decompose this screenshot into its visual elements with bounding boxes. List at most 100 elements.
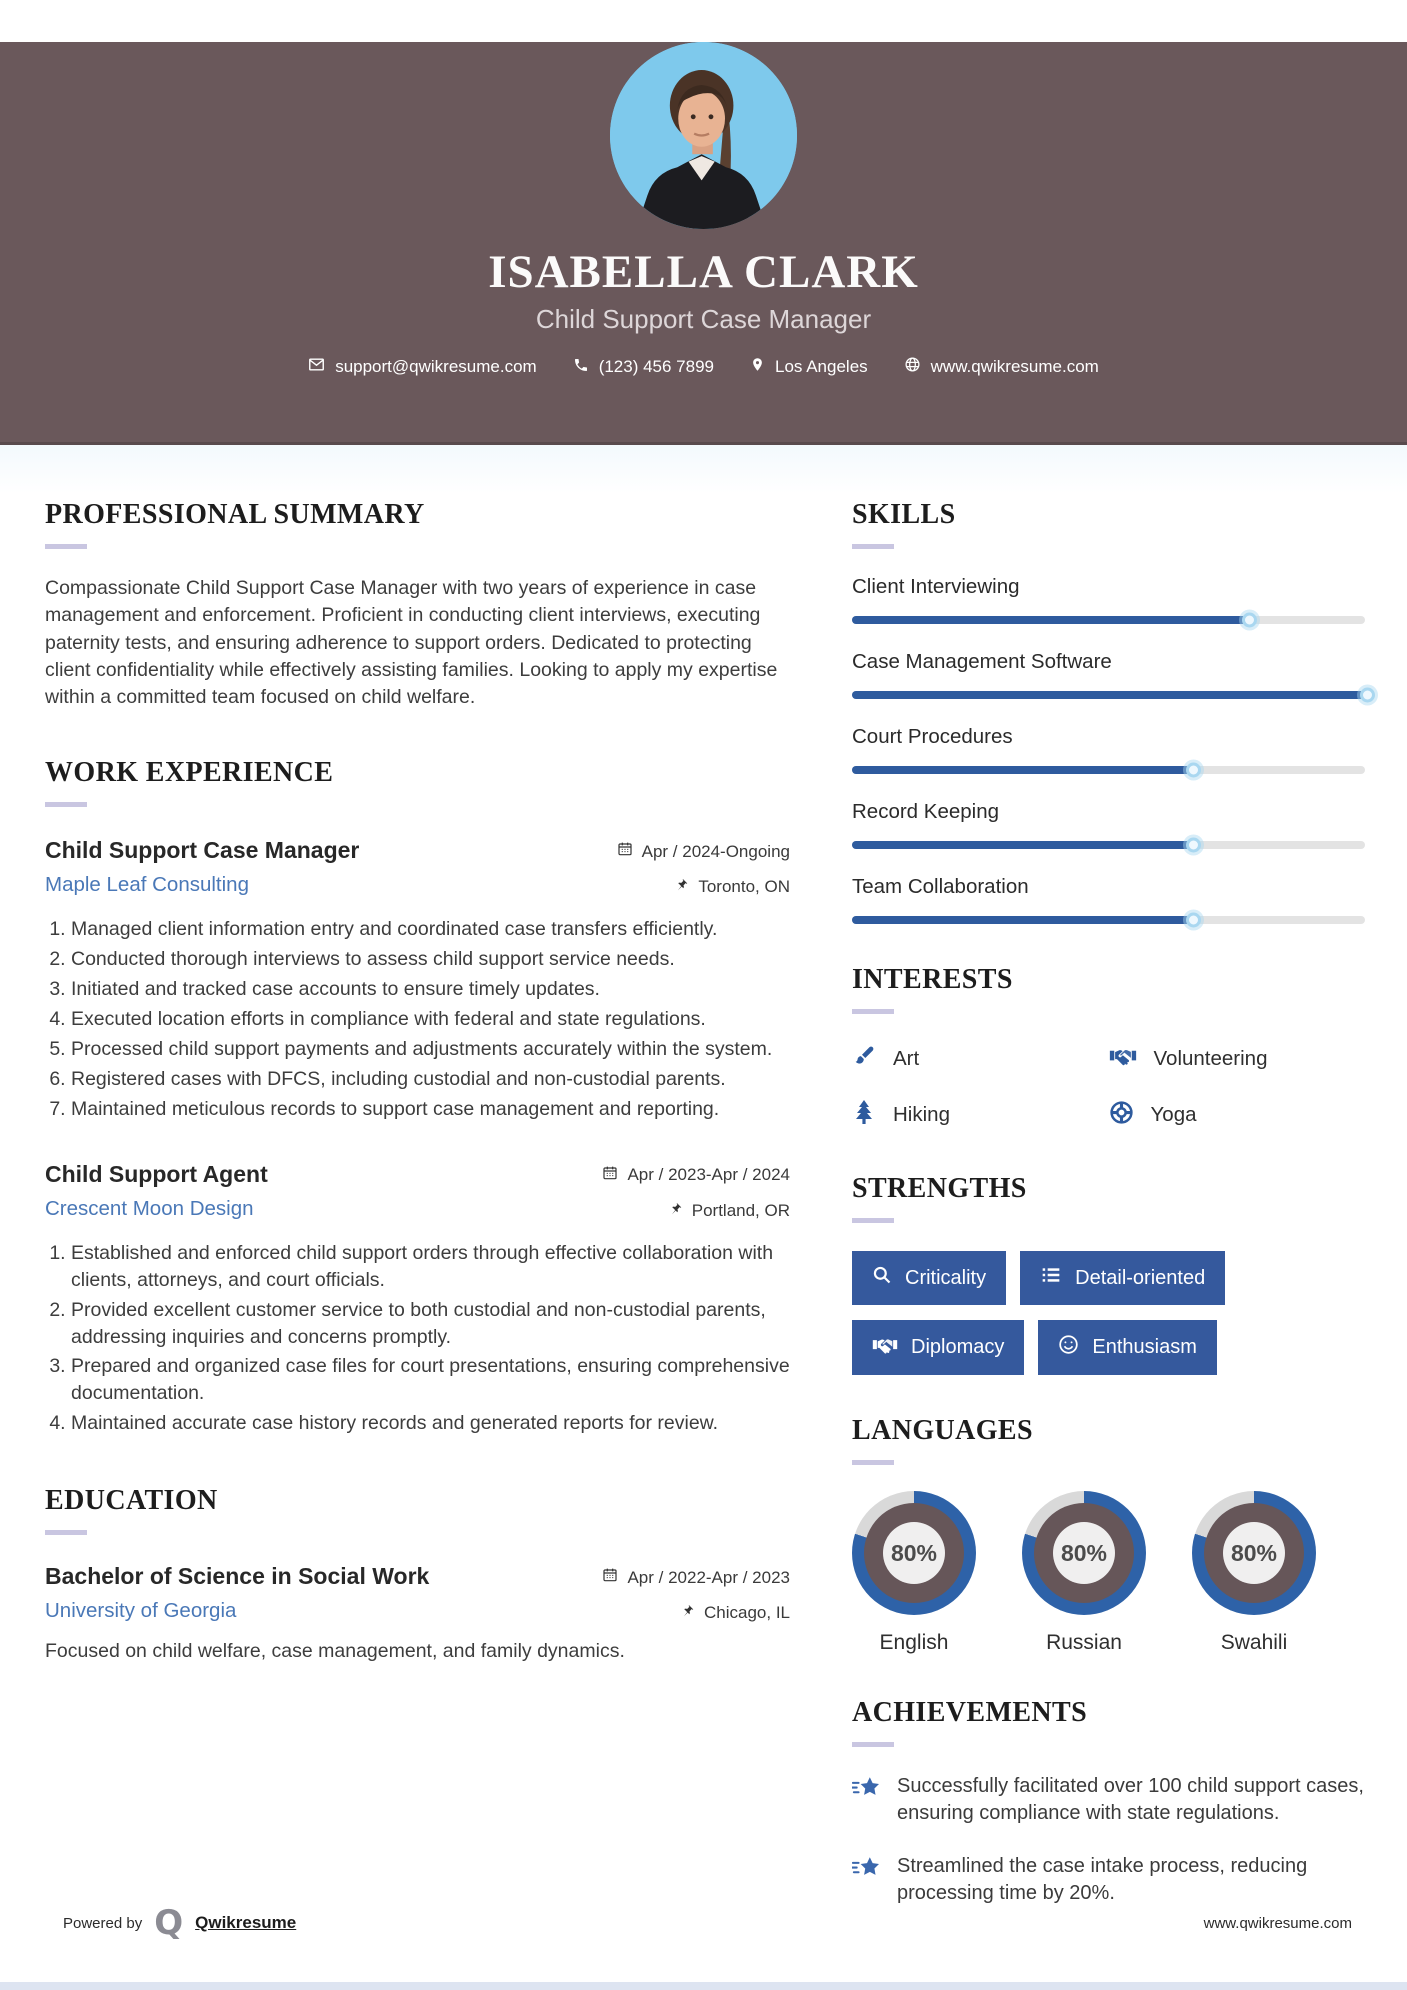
language-item: 80% English	[852, 1491, 976, 1655]
skill-row: Case Management Software	[852, 650, 1375, 703]
skills-heading: SKILLS	[852, 499, 956, 530]
section-rule	[852, 1460, 894, 1465]
language-label: Russian	[1046, 1631, 1122, 1654]
skill-fill	[852, 912, 1201, 928]
person-portrait-illustration	[610, 42, 797, 229]
achievements-section: ACHIEVEMENTS Successfully facilitated ov…	[850, 1697, 1365, 1907]
language-donut: 80%	[1192, 1491, 1316, 1615]
duty-item: Managed client information entry and coo…	[71, 916, 790, 943]
skills-section: SKILLS Client Interviewing Case Manageme…	[852, 499, 1375, 928]
pushpin-icon	[681, 1603, 695, 1623]
languages-heading: LANGUAGES	[852, 1415, 1033, 1446]
summary-section: PROFESSIONAL SUMMARY Compassionate Child…	[45, 499, 790, 711]
job-date: Apr / 2023-Apr / 2024	[602, 1161, 790, 1186]
candidate-name: ISABELLA CLARK	[488, 246, 919, 298]
calendar-icon	[602, 1165, 618, 1186]
skill-knob	[1185, 837, 1201, 853]
section-rule	[852, 1742, 894, 1747]
education-heading: EDUCATION	[45, 1485, 218, 1517]
qwikresume-logo: Q	[154, 1903, 184, 1943]
resume-body: PROFESSIONAL SUMMARY Compassionate Child…	[0, 445, 1407, 1907]
language-label: Swahili	[1220, 1631, 1288, 1654]
skill-label: Record Keeping	[852, 800, 1000, 823]
job-date-text: Apr / 2023-Apr / 2024	[627, 1165, 790, 1185]
contact-row: support@qwikresume.com (123) 456 7899 Lo…	[0, 356, 1407, 378]
skill-track	[852, 912, 1365, 928]
interest-label: Hiking	[893, 1103, 950, 1126]
strengths-heading: STRENGTHS	[852, 1173, 1027, 1204]
duty-item: Prepared and organized case files for co…	[71, 1353, 790, 1407]
phone-icon	[573, 357, 589, 378]
skill-track	[852, 762, 1365, 778]
language-percent: 80%	[1223, 1522, 1285, 1584]
skill-row: Team Collaboration	[852, 875, 1365, 928]
strength-label: Enthusiasm	[1092, 1336, 1197, 1358]
achievement-item: Streamlined the case intake process, red…	[850, 1853, 1365, 1907]
section-rule	[45, 544, 87, 549]
duty-item: Registered cases with DFCS, including cu…	[71, 1066, 790, 1093]
powered-by-label: Powered by	[63, 1914, 143, 1932]
interests-heading: INTERESTS	[852, 964, 1013, 995]
contact-phone-text: (123) 456 7899	[598, 357, 715, 376]
skill-track	[852, 837, 1365, 853]
language-percent: 80%	[883, 1522, 945, 1584]
company-link[interactable]: Crescent Moon Design	[45, 1196, 254, 1220]
strength-badge: Diplomacy	[852, 1320, 1025, 1375]
interest-label: Volunteering	[1153, 1047, 1268, 1070]
duty-item: Provided excellent customer service to b…	[71, 1297, 790, 1351]
education-date-text: Apr / 2022-Apr / 2023	[627, 1567, 790, 1587]
strength-label: Criticality	[905, 1266, 987, 1289]
strength-label: Diplomacy	[911, 1336, 1005, 1358]
skill-knob	[1185, 762, 1201, 778]
footer: Powered by Q Qwikresume www.qwikresume.c…	[63, 1906, 1352, 1940]
interest-label: Yoga	[1150, 1103, 1197, 1126]
summary-text: Compassionate Child Support Case Manager…	[45, 577, 778, 709]
footer-site-link[interactable]: www.qwikresume.com	[1203, 1914, 1352, 1932]
skill-row: Court Procedures	[852, 725, 1365, 778]
achievement-text: Successfully facilitated over 100 child …	[897, 1775, 1364, 1824]
skill-fill	[852, 762, 1201, 778]
lifebuoy-icon	[1109, 1100, 1134, 1131]
contact-email[interactable]: support@qwikresume.com	[308, 356, 537, 378]
education-section: EDUCATION Bachelor of Science in Social …	[45, 1485, 790, 1663]
achievement-item: Successfully facilitated over 100 child …	[850, 1773, 1365, 1827]
duty-item: Processed child support payments and adj…	[71, 1036, 790, 1063]
qwikresume-link[interactable]: Qwikresume	[195, 1913, 297, 1932]
header: ISABELLA CLARK Child Support Case Manage…	[0, 42, 1407, 445]
duty-item: Maintained meticulous records to support…	[71, 1096, 790, 1123]
strength-label: Detail-oriented	[1075, 1266, 1206, 1289]
achievement-text: Streamlined the case intake process, red…	[897, 1855, 1308, 1904]
interest-item: Art	[852, 1044, 1109, 1074]
paintbrush-icon	[852, 1044, 876, 1074]
education-date: Apr / 2022-Apr / 2023	[602, 1563, 790, 1588]
degree-title: Bachelor of Science in Social Work	[45, 1563, 430, 1590]
education-location: Chicago, IL	[681, 1599, 790, 1623]
profile-photo	[610, 42, 797, 229]
skill-row: Client Interviewing	[852, 575, 1365, 628]
job-title: Child Support Agent	[45, 1160, 268, 1187]
handshake-icon	[872, 1335, 898, 1361]
pushpin-icon	[669, 1201, 683, 1221]
handshake-icon	[1109, 1045, 1137, 1073]
duty-item: Maintained accurate case history records…	[71, 1410, 790, 1437]
strength-badge: Enthusiasm	[1038, 1320, 1217, 1375]
calendar-icon	[602, 1567, 618, 1588]
contact-phone[interactable]: (123) 456 7899	[573, 357, 714, 378]
skill-knob	[1360, 687, 1375, 703]
school-link[interactable]: University of Georgia	[45, 1599, 237, 1623]
duty-item: Initiated and tracked case accounts to e…	[71, 976, 790, 1003]
skill-track	[852, 612, 1365, 628]
language-percent: 80%	[1053, 1522, 1115, 1584]
company-link[interactable]: Maple Leaf Consulting	[45, 873, 249, 897]
skill-label: Case Management Software	[852, 650, 1112, 673]
experience-heading: WORK EXPERIENCE	[45, 757, 334, 789]
section-rule	[852, 1009, 894, 1014]
strengths-section: STRENGTHS Criticality Detail-oriented	[852, 1173, 1365, 1375]
education-note: Focused on child welfare, case managemen…	[45, 1640, 625, 1663]
interest-item: Hiking	[852, 1099, 1109, 1131]
interest-item: Yoga	[1109, 1099, 1366, 1131]
left-column: PROFESSIONAL SUMMARY Compassionate Child…	[45, 499, 790, 1907]
contact-website[interactable]: www.qwikresume.com	[904, 356, 1099, 378]
skill-label: Court Procedures	[852, 725, 1013, 748]
